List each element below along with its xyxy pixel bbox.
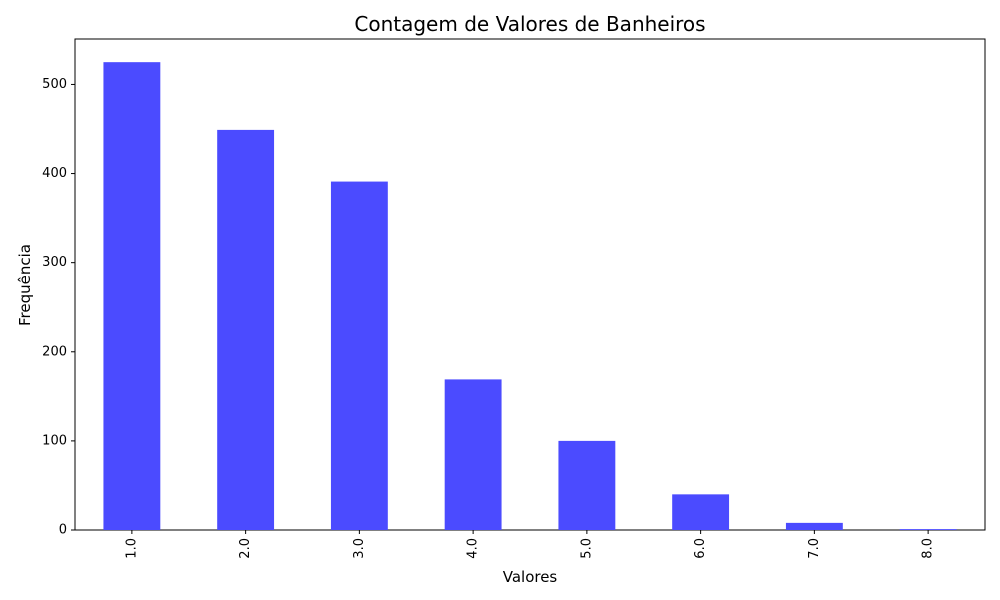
bar-7.0 — [785, 522, 843, 530]
x-tick-label: 1.0 — [124, 538, 139, 559]
y-tick-label: 100 — [42, 433, 67, 448]
y-axis-label: Frequência — [16, 244, 34, 326]
x-tick-label: 8.0 — [921, 538, 936, 559]
bar-1.0 — [103, 62, 161, 530]
y-axis: 0 100 200 300 400 500 — [42, 77, 75, 538]
x-axis: 1.0 2.0 3.0 4.0 5.0 6.0 7.0 8.0 — [124, 530, 936, 559]
y-tick-label: 300 — [42, 255, 67, 270]
plot-area-frame — [74, 38, 986, 531]
x-tick-label: 4.0 — [466, 538, 481, 559]
y-tick-label: 400 — [42, 166, 67, 181]
y-tick-label: 0 — [59, 523, 67, 538]
bars-group — [103, 62, 957, 530]
bar-8.0 — [899, 529, 957, 530]
y-tick-label: 200 — [42, 344, 67, 359]
x-tick-label: 5.0 — [579, 538, 594, 559]
chart-title: Contagem de Valores de Banheiros — [354, 12, 705, 36]
x-tick-label: 6.0 — [693, 538, 708, 559]
bar-5.0 — [558, 440, 616, 530]
x-tick-label: 3.0 — [352, 538, 367, 559]
bar-3.0 — [330, 181, 388, 530]
x-axis-label: Valores — [503, 568, 558, 586]
bar-4.0 — [444, 379, 502, 530]
bar-6.0 — [672, 494, 730, 530]
bar-2.0 — [217, 129, 275, 530]
y-tick-label: 500 — [42, 77, 67, 92]
x-tick-label: 2.0 — [238, 538, 253, 559]
x-tick-label: 7.0 — [807, 538, 822, 559]
